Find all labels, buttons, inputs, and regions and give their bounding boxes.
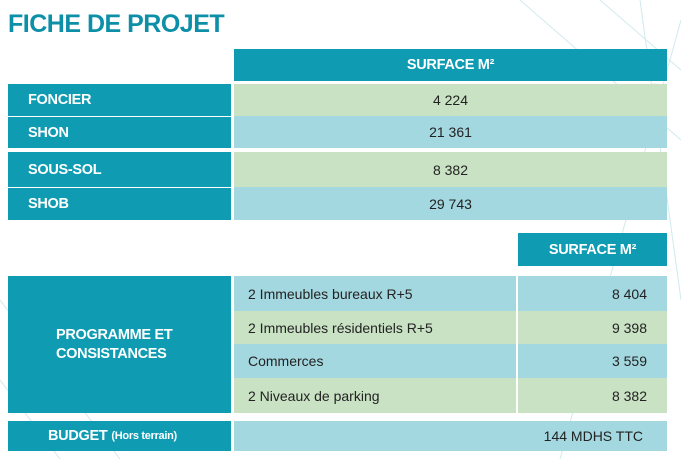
table1-value-sous-sol: 8 382 xyxy=(234,152,667,187)
table2-value-residentiels: 9 398 xyxy=(518,311,667,344)
table2-label-parking: 2 Niveaux de parking xyxy=(234,378,516,413)
table1-value-shon: 21 361 xyxy=(234,116,667,148)
page-title: FICHE DE PROJET xyxy=(8,10,225,38)
table1-label-shon: SHON xyxy=(8,116,231,148)
table2-label-residentiels: 2 Immeubles résidentiels R+5 xyxy=(234,311,516,344)
table1-value-foncier: 4 224 xyxy=(234,84,667,116)
table1-label-shob: SHOB xyxy=(8,187,231,220)
table2-group-label-line1: PROGRAMME ET xyxy=(56,326,173,343)
table2-value-parking: 8 382 xyxy=(518,378,667,413)
table2-value-commerces: 3 559 xyxy=(518,344,667,378)
budget-note: (Hors terrain) xyxy=(111,430,177,442)
table2-label-commerces: Commerces xyxy=(234,344,516,378)
table1-value-shob: 29 743 xyxy=(234,187,667,220)
budget-label-cell: BUDGET (Hors terrain) xyxy=(8,421,231,451)
table1-header: SURFACE M² xyxy=(234,49,667,81)
budget-value: 144 MDHS TTC xyxy=(234,421,667,451)
budget-label: BUDGET xyxy=(48,428,108,444)
table2-label-bureaux: 2 Immeubles bureaux R+5 xyxy=(234,276,516,311)
table2-header: SURFACE M² xyxy=(518,233,667,266)
table1-label-sous-sol: SOUS-SOL xyxy=(8,152,231,187)
table2-group-label: PROGRAMME ET CONSISTANCES xyxy=(8,276,231,413)
table2-group-label-line2: CONSISTANCES xyxy=(56,345,167,362)
table2-value-bureaux: 8 404 xyxy=(518,276,667,311)
table1-label-foncier: FONCIER xyxy=(8,84,231,116)
